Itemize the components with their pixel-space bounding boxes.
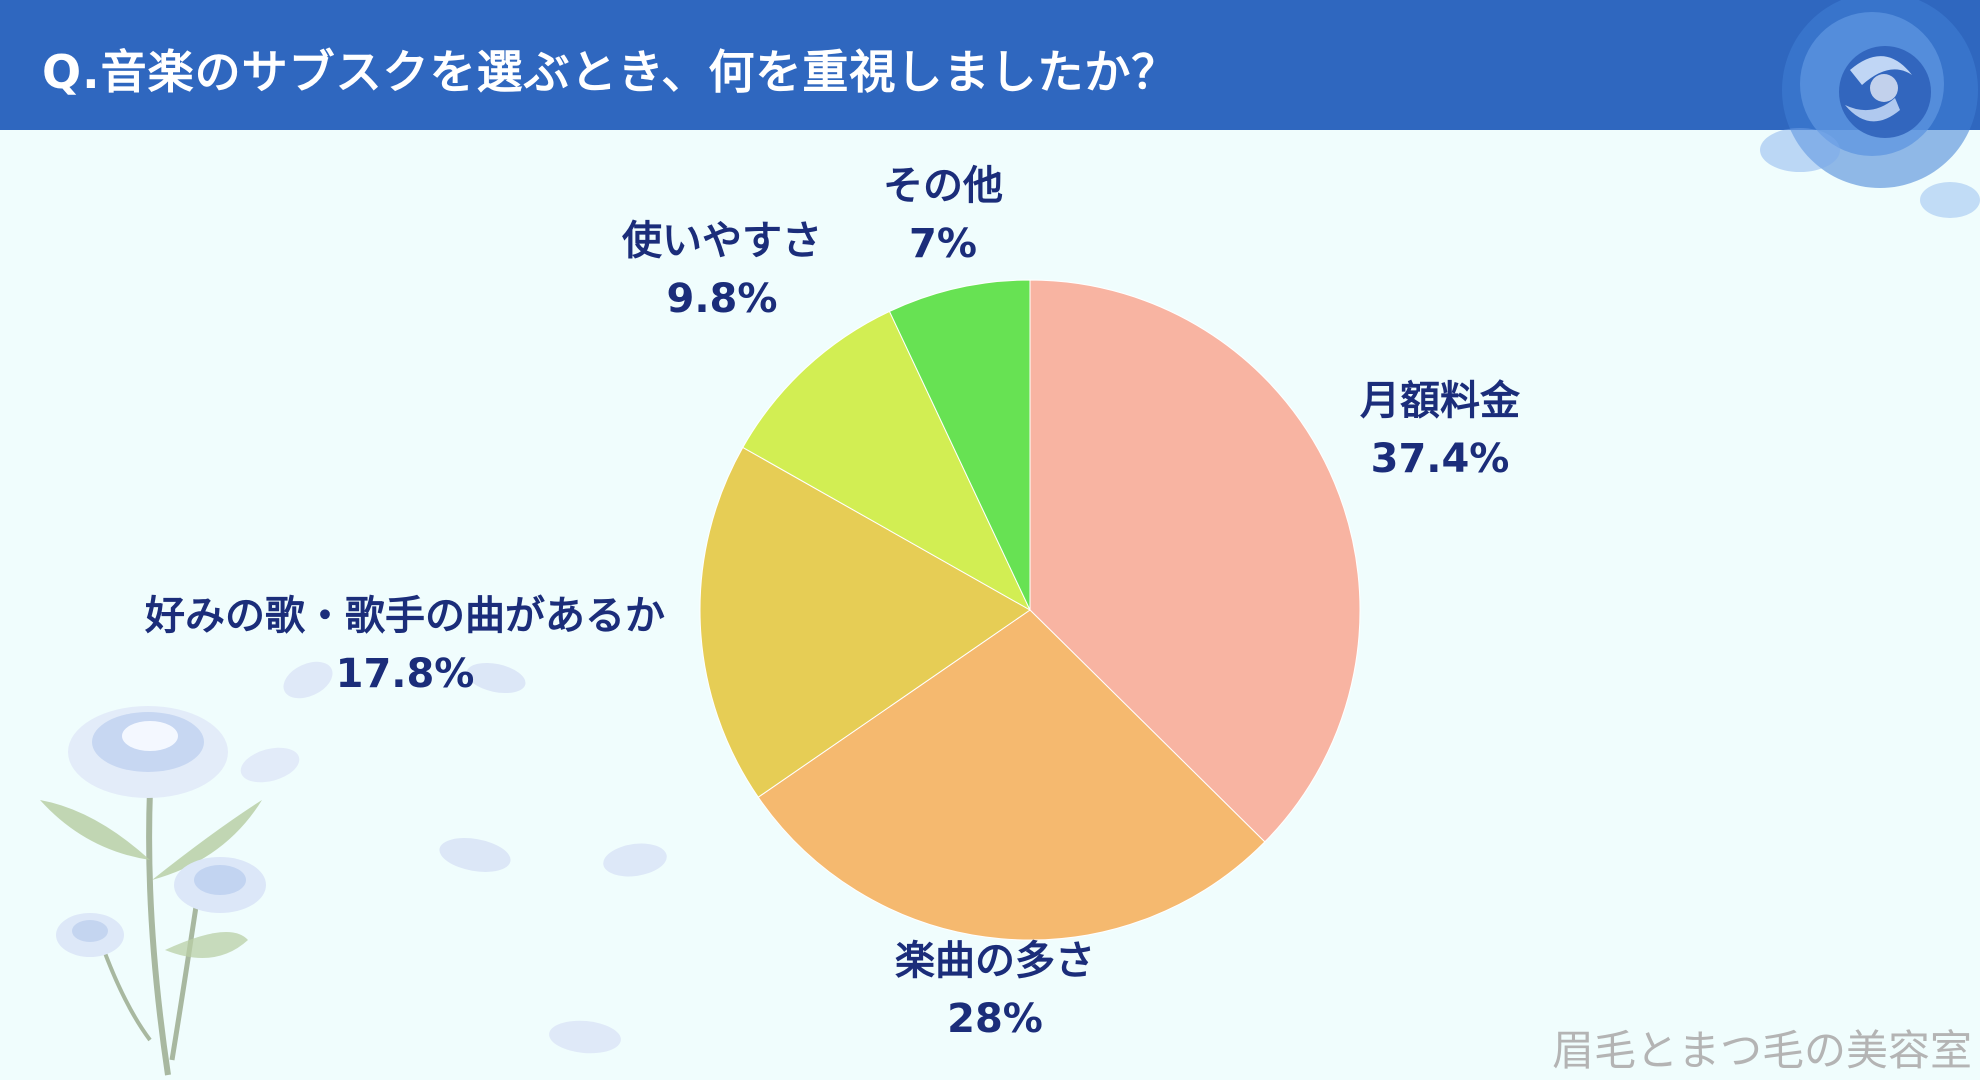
- slice-label-2: 楽曲の多さ 28%: [895, 932, 1095, 1048]
- page-title: Q.音楽のサブスクを選ぶとき、何を重視しましたか？: [42, 45, 1179, 99]
- pie-slice-2: [757, 609, 1266, 941]
- slice-label-value: 28%: [947, 996, 1043, 1042]
- pie-slice-4: [742, 310, 1032, 612]
- slice-label-value: 7%: [909, 221, 977, 267]
- slice-label-5: その他 7%: [883, 157, 1003, 273]
- pie-slice-1: [1029, 279, 1361, 843]
- rose-illustration-bottom-left: [40, 706, 266, 1076]
- slice-label-value: 17.8%: [335, 651, 475, 697]
- slice-label-value: 37.4%: [1370, 436, 1510, 482]
- slice-label-name: 月額料金: [1360, 378, 1520, 424]
- slice-label-name: 使いやすさ: [622, 218, 822, 264]
- slice-label-name: 好みの歌・歌手の曲があるか: [145, 593, 665, 639]
- slice-label-1: 月額料金 37.4%: [1360, 372, 1520, 488]
- slice-label-4: 使いやすさ 9.8%: [622, 212, 822, 328]
- slice-label-value: 9.8%: [666, 276, 778, 322]
- rose-illustration-top-right: [1760, 0, 1980, 218]
- pie-slice-3: [699, 446, 1031, 798]
- header-bar: Q.音楽のサブスクを選ぶとき、何を重視しましたか？: [0, 0, 1980, 130]
- pie-slice-5: [888, 279, 1031, 611]
- floating-petals: [240, 661, 667, 1054]
- slice-label-name: 楽曲の多さ: [895, 938, 1095, 984]
- slice-label-3: 好みの歌・歌手の曲があるか 17.8%: [145, 587, 665, 703]
- watermark: 眉毛とまつ毛の美容室: [1551, 1026, 1972, 1075]
- slice-label-name: その他: [883, 163, 1003, 209]
